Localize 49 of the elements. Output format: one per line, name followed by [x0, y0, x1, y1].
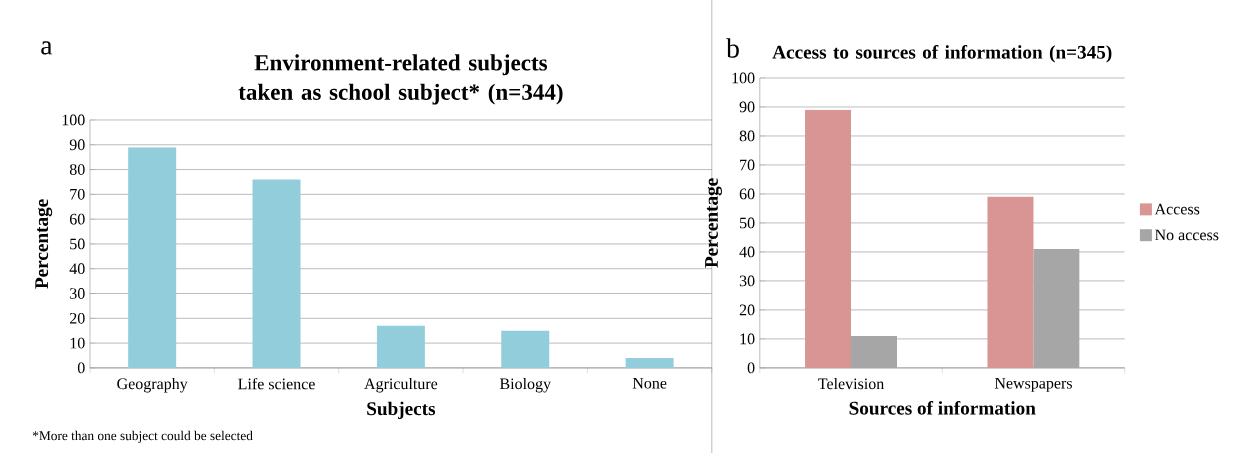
x-tick-label: Television: [818, 377, 885, 390]
y-axis-title: Percentage: [35, 199, 53, 289]
y-tick-label: 20: [69, 312, 85, 324]
bar: [1033, 248, 1080, 368]
bar: [851, 335, 898, 368]
y-tick-label: 90: [69, 139, 85, 151]
x-axis-title: Subjects: [367, 401, 436, 419]
x-tick-label: Biology: [499, 377, 551, 393]
bar: [625, 357, 674, 368]
y-tick-label: 30: [70, 288, 85, 299]
x-tick-label: Geography: [117, 377, 188, 393]
y-tick-label: 70: [740, 159, 755, 171]
x-tick-label: Newspapers: [994, 377, 1072, 392]
bar: [805, 109, 852, 368]
y-tick-label: 80: [69, 164, 85, 175]
legend-label: Access: [1154, 203, 1200, 215]
y-tick-label: 30: [739, 275, 755, 287]
y-tick-label: 100: [62, 114, 85, 126]
bar: [128, 147, 177, 368]
text: *More than one subject could be selected: [32, 430, 253, 443]
y-tick-label: 50: [740, 217, 755, 229]
y-tick-label: 60: [739, 188, 755, 200]
bar: [376, 325, 425, 368]
chart-title: Environment-related subjects taken as school subject* (n=344): [238, 54, 563, 105]
y-tick-label: 20: [739, 304, 755, 316]
x-tick-label: Agriculture: [364, 377, 438, 393]
y-tick-label: 80: [739, 130, 755, 142]
y-tick-label: 50: [70, 238, 85, 250]
y-tick-label: 90: [739, 101, 755, 113]
y-axis-title: Percentage: [705, 178, 722, 268]
y-tick-label: 60: [69, 213, 85, 225]
legend-label: No access: [1155, 229, 1219, 241]
y-tick-label: 10: [740, 333, 755, 345]
x-tick-label: None: [632, 377, 667, 389]
bar: [252, 179, 301, 368]
x-tick-label: Life science: [238, 377, 315, 390]
bar: [987, 196, 1034, 368]
chart-title: Access to sources of information (n=345): [772, 44, 1112, 63]
y-tick-label: 0: [77, 362, 85, 374]
bar: [501, 330, 550, 368]
y-tick-label: 0: [747, 362, 755, 374]
y-tick-label: 40: [69, 263, 85, 275]
text: b: [726, 38, 739, 58]
y-tick-label: 70: [70, 188, 85, 200]
y-tick-label: 100: [732, 72, 755, 84]
text: a: [41, 41, 53, 55]
y-tick-label: 40: [739, 246, 755, 258]
x-axis-title: Sources of information: [849, 400, 1036, 415]
y-tick-label: 10: [70, 337, 85, 349]
